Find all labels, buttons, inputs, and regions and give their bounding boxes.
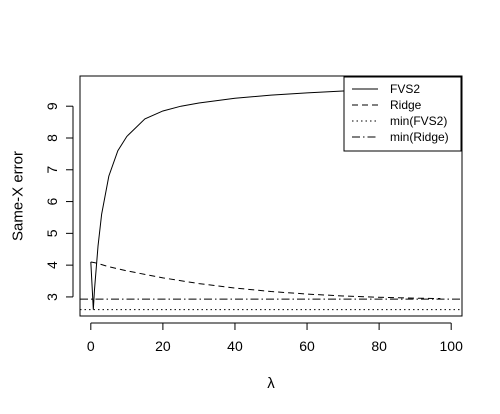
x-axis-title: λ <box>267 375 275 392</box>
y-tick-label: 7 <box>44 166 60 174</box>
y-axis: 3 4 5 6 7 8 9 <box>44 102 74 301</box>
y-tick-label: 6 <box>44 197 60 205</box>
x-tick-label: 100 <box>440 338 464 354</box>
legend-label-fvs2: FVS2 <box>390 82 420 96</box>
x-axis: 0 20 40 60 80 100 <box>87 322 464 354</box>
y-tick-label: 4 <box>44 261 60 269</box>
y-tick-label: 5 <box>44 229 60 237</box>
x-tick-label: 0 <box>87 338 95 354</box>
y-tick-label: 3 <box>44 293 60 301</box>
x-tick-label: 60 <box>299 338 315 354</box>
x-tick-label: 40 <box>227 338 243 354</box>
y-axis-title: Same-X error <box>10 151 27 241</box>
x-tick-label: 20 <box>155 338 171 354</box>
y-tick-label: 8 <box>44 134 60 142</box>
series-line-ridge <box>90 261 441 300</box>
plot-frame <box>79 75 463 317</box>
legend-label-ridge: Ridge <box>390 98 422 112</box>
series-line-fvs2 <box>90 87 441 310</box>
legend-label-min-fvs2: min(FVS2) <box>390 114 447 128</box>
legend: FVS2 Ridge min(FVS2) min(Ridge) <box>343 76 462 152</box>
legend-label-min-ridge: min(Ridge) <box>390 130 449 144</box>
x-tick-label: 80 <box>371 338 387 354</box>
plot-area <box>80 87 462 311</box>
y-tick-label: 9 <box>44 102 60 110</box>
